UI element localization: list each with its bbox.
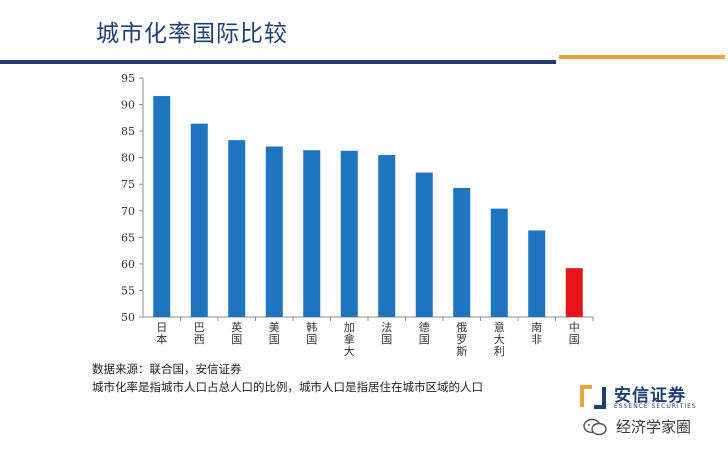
bar xyxy=(265,146,283,317)
bar xyxy=(153,96,171,318)
x-tick-label: 中国 xyxy=(569,321,580,346)
bar xyxy=(453,187,471,317)
y-tick-label: 70 xyxy=(121,205,135,218)
company-logo: 安信证券 ESSENCE SECURITIES xyxy=(578,381,718,413)
x-tick-label: 俄罗斯 xyxy=(456,321,467,358)
bar xyxy=(303,150,321,317)
bar-chart: 50 55 60 65 70 75 80 85 90 95 日本 巴西 英国 美国 韩国 加拿大 法国 德国 俄罗斯… xyxy=(121,72,594,358)
x-tick-label: 韩国 xyxy=(306,320,317,346)
bar xyxy=(378,155,396,317)
definition-note: 城市化率是指城市人口占总人口的比例，城市人口是指居住在城市区域的人口 xyxy=(92,380,483,394)
x-tick-label: 意大利 xyxy=(494,320,505,358)
y-tick-label: 90 xyxy=(121,99,135,112)
wechat-icon xyxy=(583,418,607,436)
x-tick-label: 日本 xyxy=(156,321,167,346)
logo-name-en: ESSENCE SECURITIES xyxy=(614,403,697,410)
slide-title: 城市化率国际比较 xyxy=(96,21,288,47)
watermark-text: 经济学家圈 xyxy=(616,418,692,436)
logo-name-cn: 安信证券 xyxy=(614,386,686,406)
chart-notes: 数据来源：联合国，安信证券 城市化率是指城市人口占总人口的比例，城市人口是指居住… xyxy=(92,360,483,396)
y-tick-label: 55 xyxy=(121,284,135,297)
bar xyxy=(190,123,208,317)
bar xyxy=(415,172,433,317)
x-tick-label: 美国 xyxy=(269,321,280,346)
y-tick-label: 85 xyxy=(121,125,135,138)
title-rule-blue xyxy=(0,60,556,64)
y-tick-label: 80 xyxy=(121,152,135,165)
bar xyxy=(490,208,508,317)
y-tick-label: 95 xyxy=(121,72,135,85)
y-tick-label: 65 xyxy=(121,231,135,244)
x-tick-label: 法国 xyxy=(381,320,392,346)
x-tick-label: 南非 xyxy=(531,321,542,346)
source-note: 数据来源：联合国，安信证券 xyxy=(92,362,242,376)
bar xyxy=(565,268,583,317)
x-tick-label: 德国 xyxy=(419,320,430,346)
y-tick-label: 75 xyxy=(121,178,135,191)
y-tick-label: 60 xyxy=(121,258,135,271)
y-tick-label: 50 xyxy=(121,311,135,324)
bar xyxy=(340,150,358,317)
x-tick-label: 加拿大 xyxy=(344,321,355,358)
title-rule-orange xyxy=(559,55,725,59)
bar xyxy=(528,230,546,317)
x-tick-label: 英国 xyxy=(231,320,242,346)
logo-mark-icon xyxy=(580,385,606,409)
x-tick-label: 巴西 xyxy=(194,321,205,346)
bar xyxy=(228,140,246,317)
